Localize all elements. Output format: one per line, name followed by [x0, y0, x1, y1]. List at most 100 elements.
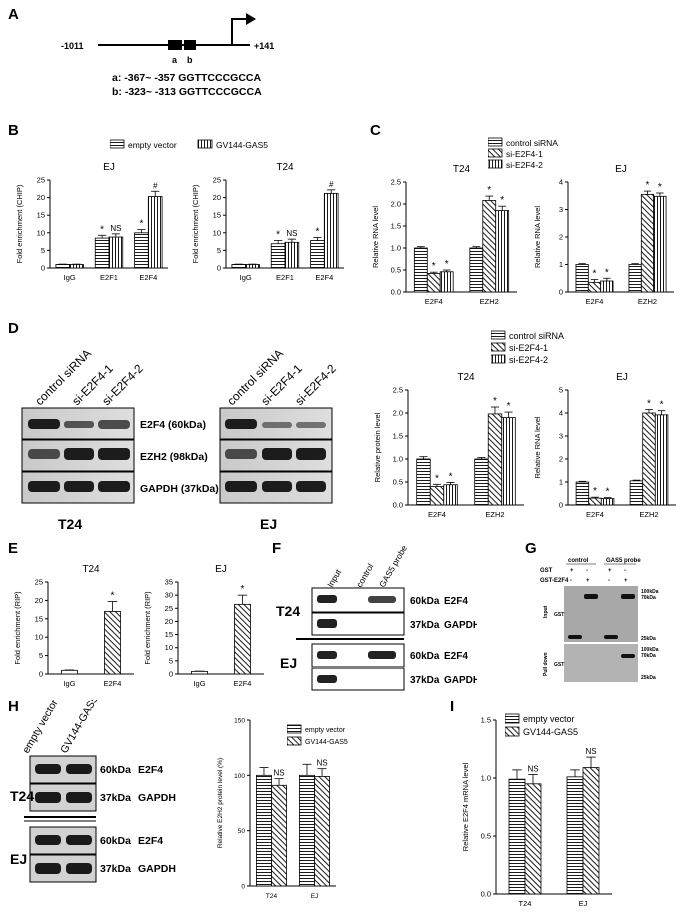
y-tick-label: 15 [37, 211, 45, 220]
legend-h-item-1: GV144-GAS5 [305, 739, 348, 746]
significance-label: NS [273, 769, 284, 778]
significance-label: NS [316, 759, 327, 768]
tss-arrow-stem [231, 18, 248, 45]
bar [94, 237, 110, 269]
x-tick-label: EZH2 [485, 510, 504, 519]
significance-label: NS [527, 765, 538, 774]
y-tick-label: 5 [169, 656, 173, 665]
blot-h-t24-label: T24 [10, 788, 34, 804]
blot-f-kda-2: 60kDa [410, 651, 440, 662]
y-axis-label: Relative E2H2 protein level (%) [217, 758, 224, 848]
bar [429, 486, 445, 506]
y-tick-label: 100 [234, 773, 245, 780]
x-tick-label: E2F4 [139, 273, 157, 282]
legend-h-item-0: empty vector [305, 727, 346, 734]
binding-site-a [168, 40, 182, 50]
bar [600, 498, 615, 506]
site-a-label: a [172, 55, 178, 65]
panel-label-b: B [8, 122, 19, 139]
panel-label-a: A [8, 6, 19, 23]
significance-label: * [658, 182, 662, 193]
bar [575, 481, 590, 506]
bar [271, 784, 287, 887]
y-tick-label: 0.5 [391, 266, 401, 275]
chart-b-ej: EJ Fold enrichment (CHIP) 0 5 10 15 20 25 IgG E2F… [15, 162, 168, 282]
svg-text:+: + [586, 578, 590, 584]
bar [640, 193, 655, 293]
blot-g-gst-top: GST [554, 612, 564, 618]
x-tick-label: E2F4 [315, 273, 333, 282]
legend-d: control siRNA si-E2F4-1 si-E2F4-2 [491, 330, 564, 365]
blot-h-lane-0: empty vector [20, 700, 61, 756]
y-tick-label: 10 [213, 228, 221, 237]
blot-f-lane-0: Input [325, 567, 343, 589]
x-tick-label: EZH2 [639, 510, 658, 519]
blot-f-protein-2: E2F4 [444, 651, 468, 662]
x-tick-label: E2F4 [425, 297, 443, 306]
y-tick-label: 1.0 [393, 455, 403, 464]
significance-label: * [647, 399, 651, 410]
bar [108, 236, 124, 269]
significance-label: * [445, 259, 449, 270]
x-tick-label: T24 [266, 893, 278, 900]
chart-d-ej: EJ Relative RNA level 0 1 2 3 4 5 E2F4 EZH2 * * * * [533, 372, 676, 519]
blot-d-ej-title: EJ [260, 516, 277, 532]
bar [134, 232, 149, 269]
blot-h: empty vector GV144-GAS5 60kDa E2F4 37kDa… [10, 700, 176, 883]
y-tick-label: 20 [165, 617, 173, 626]
bar [231, 264, 247, 269]
bar [55, 264, 71, 269]
chart-h-e2h2: Relative E2H2 protein level (%) 0 50 100 150… [217, 718, 336, 900]
significance-label: * [432, 261, 436, 272]
blot-f-lane-2: GAS5 probe [377, 543, 409, 589]
tss-arrow-head [246, 13, 256, 25]
bar [600, 280, 614, 293]
binding-site-b [184, 40, 196, 50]
significance-label: * [315, 226, 319, 237]
significance-label: * [241, 584, 245, 595]
chart-i-e2f4-mrna: Relative E2F4 mRNA level 0.0 0.5 1.0 1.5 T24 E… [461, 716, 612, 908]
y-tick-label: 20 [37, 193, 45, 202]
chart-c-ej: EJ Relative RNA level 0 1 2 3 4 E2F4 EZH2 * * * * [533, 164, 674, 306]
significance-label: * [646, 180, 650, 191]
chart-b-t24: T24 Fold enrichment (CHIP) 0 5 10 15 20 25 IgG E2… [191, 162, 344, 282]
blot-f-protein-1: GAPDH [444, 620, 477, 631]
significance-label: * [660, 400, 664, 411]
panel-label-i: I [450, 698, 455, 715]
y-tick-label: 5 [217, 246, 221, 255]
chart-title: T24 [453, 164, 471, 175]
significance-label: * [111, 591, 115, 602]
legend-b: empty vector GV144-GAS5 [110, 139, 268, 150]
blot-d-band-0: E2F4 (60kDa) [140, 419, 206, 431]
bar [588, 497, 602, 506]
panel-label-e: E [8, 540, 19, 557]
y-tick-label: 0 [559, 288, 563, 297]
legend-i-item-1: GV144-GAS5 [523, 727, 578, 737]
legend-d-item-1: si-E2F4-1 [509, 343, 548, 353]
bar [566, 776, 584, 895]
blot-g-row-1: GST-E2F4 [540, 578, 569, 584]
y-tick-label: 20 [35, 596, 43, 605]
chart-c-t24: T24 Relative RNA level 0.0 0.5 1.0 1.5 2.0 2.5 E… [371, 164, 517, 306]
blot-g-group-0: control [568, 558, 589, 564]
blot-g-row-0: GST [540, 568, 553, 574]
blot-h-kda-3: 37kDa [100, 863, 131, 875]
significance-label: * [593, 269, 597, 280]
bar [469, 247, 484, 293]
x-tick-label: E2F4 [234, 679, 252, 688]
blot-f-protein-3: GAPDH [444, 675, 477, 686]
significance-label: NS [110, 224, 121, 233]
bar [653, 195, 667, 293]
bar [416, 458, 431, 506]
significance-label: * [449, 471, 453, 482]
blot-f-kda-1: 37kDa [410, 620, 440, 631]
bar [284, 241, 300, 269]
blot-h-lane-1: GV144-GAS5 [58, 700, 101, 756]
blot-g-input-label: Input [543, 605, 549, 618]
site-b-label: b [187, 55, 193, 65]
legend-c-item-2: si-E2F4-2 [506, 160, 543, 170]
y-tick-label: 4 [559, 178, 563, 187]
y-axis-label: Relative RNA level [371, 206, 380, 268]
y-tick-label: 0 [169, 670, 173, 679]
x-tick-label: EZH2 [480, 297, 499, 306]
